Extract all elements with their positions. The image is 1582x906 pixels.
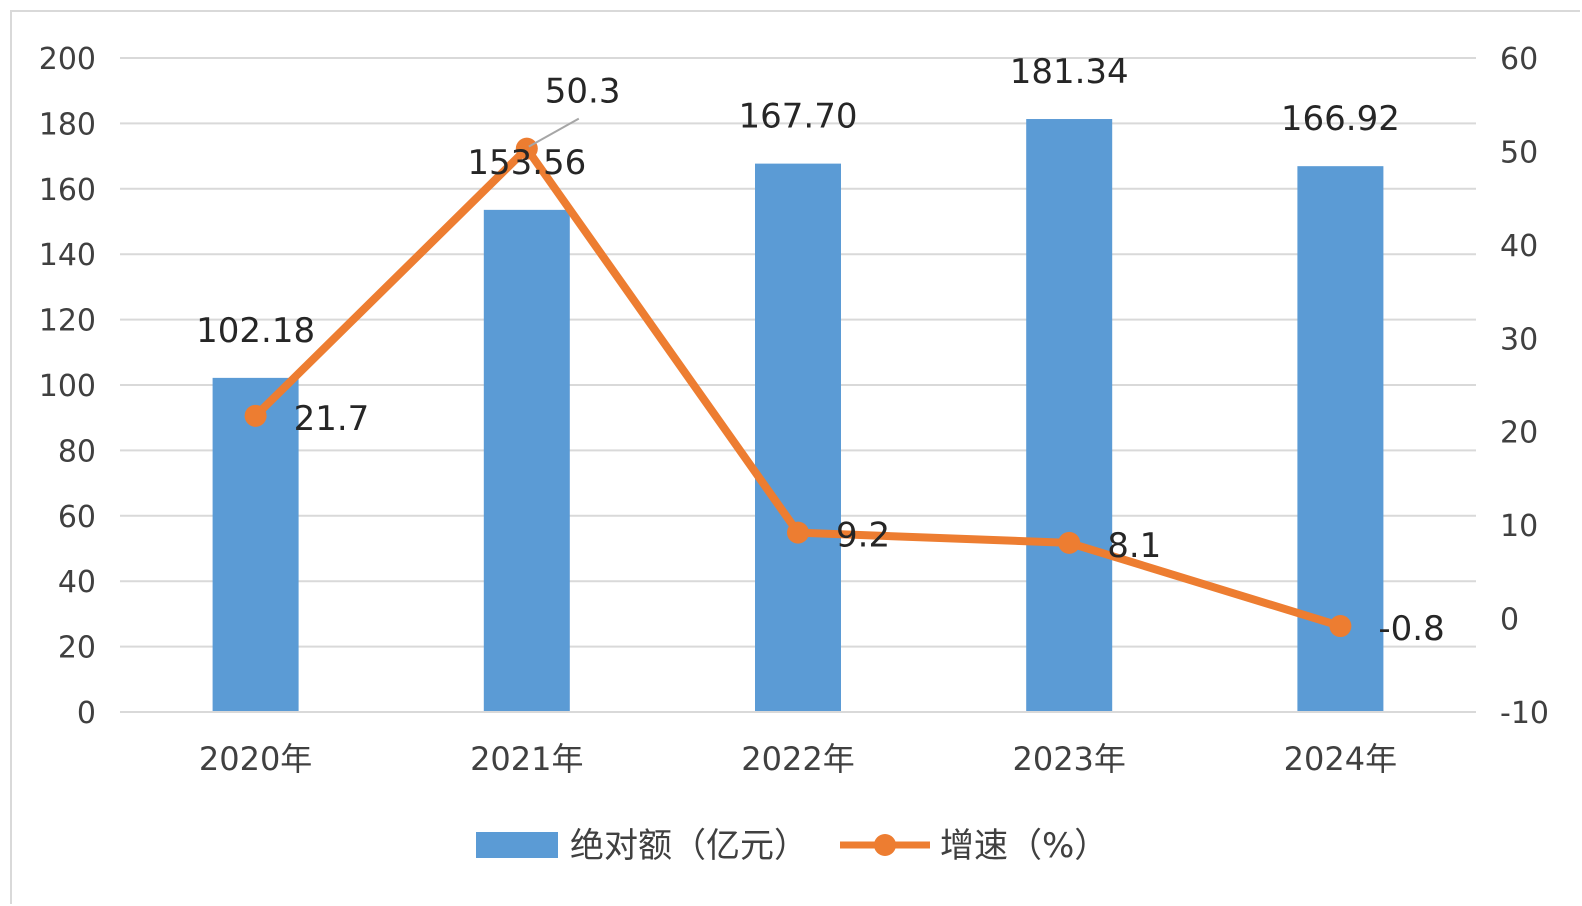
bar-series [212,119,1384,713]
legend-swatch-marker [874,834,896,856]
y-right-tick-label: 10 [1500,509,1538,544]
line-value-label: -0.8 [1378,609,1444,649]
left-axis-ticks: 0 20 40 60 80 100 120 140 160 180 200 [39,42,96,731]
line-point [244,404,267,427]
y-right-tick-label: 40 [1500,229,1538,264]
right-axis-ticks: -10 0 10 20 30 40 50 60 [1500,42,1549,731]
y-right-tick-label: 60 [1500,42,1538,77]
y-left-tick-label: 80 [58,434,96,469]
y-left-tick-label: 60 [58,500,96,535]
y-left-tick-label: 180 [39,107,96,142]
x-tick-label: 2020年 [199,740,312,778]
x-tick-label: 2022年 [741,740,854,778]
x-axis: 2020年 2021年 2022年 2023年 2024年 [120,711,1476,778]
bar [483,209,570,712]
line-point [1058,531,1081,554]
bar-value-label: 102.18 [196,311,315,351]
x-tick-label: 2024年 [1284,740,1397,778]
line-point [515,137,538,160]
bar [212,377,299,712]
x-tick-label: 2021年 [470,740,583,778]
bar-value-label: 166.92 [1281,99,1400,139]
legend: 绝对额（亿元） 增速（%） [476,826,1108,866]
y-right-tick-label: 0 [1500,603,1519,638]
bar-value-label: 181.34 [1010,52,1129,92]
bar-value-label: 167.70 [739,97,858,137]
line-point [1329,615,1352,638]
y-right-tick-label: 50 [1500,135,1538,170]
y-left-tick-label: 140 [39,238,96,273]
y-left-tick-label: 160 [39,173,96,208]
y-left-tick-label: 120 [39,304,96,339]
line-point [787,521,809,544]
chart-frame [10,10,1580,904]
y-left-tick-label: 200 [39,42,96,77]
y-right-tick-label: 20 [1500,416,1538,451]
y-left-tick-label: 40 [58,565,96,600]
y-right-tick-label: 30 [1500,322,1538,357]
leader-line [528,117,580,148]
y-left-tick-label: 20 [58,631,96,666]
legend-swatch-bar [476,832,558,858]
legend-label-line: 增速（%） [940,826,1108,866]
line-series [244,137,1352,638]
legend-label-bar: 绝对额（亿元） [570,826,808,866]
bar [1026,119,1113,713]
y-right-tick-label: -10 [1500,696,1549,731]
bar [755,163,841,713]
data-labels: 102.18 153.56 167.70 181.34 166.92 21.7 50.3 9.… [196,52,1445,649]
line-value-label: 21.7 [294,399,370,439]
line-value-label: 50.3 [545,72,621,112]
line-value-label: 8.1 [1107,526,1161,566]
y-left-tick-label: 0 [77,696,96,731]
x-tick-label: 2023年 [1012,740,1125,778]
line-value-label: 9.2 [836,516,890,556]
bar-value-label: 153.56 [467,143,586,183]
y-left-tick-label: 100 [39,369,96,404]
